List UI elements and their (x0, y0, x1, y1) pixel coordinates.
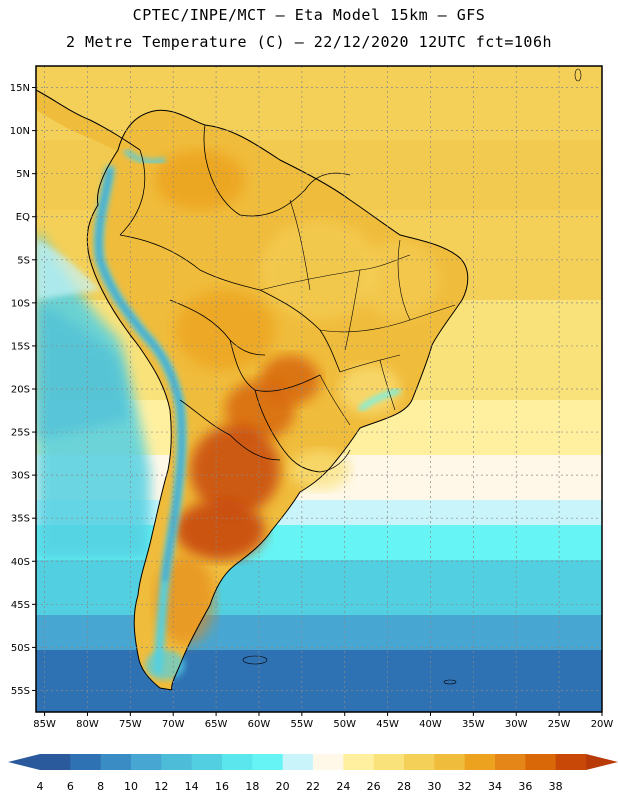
lat-tick-label: 20S (11, 385, 30, 396)
lon-tick-label: 80W (76, 719, 99, 730)
colorbar-label: 6 (67, 780, 74, 793)
colorbar-cell (131, 754, 162, 770)
map-title-line2: 2 Metre Temperature (C) — 22/12/2020 12U… (65, 33, 553, 51)
serra-do-mar-cool (358, 387, 401, 412)
map-title-line1: CPTEC/INPE/MCT — Eta Model 15km — GFS (132, 6, 486, 24)
lat-tick-label: 5N (16, 169, 30, 180)
colorbar-cell (495, 754, 526, 770)
colorbar-label: 34 (488, 780, 502, 793)
central-america-land (36, 90, 140, 160)
lat-tick-label: 10N (10, 126, 30, 137)
map-frame (35, 65, 603, 713)
colorbar-cell (70, 754, 102, 770)
coastline (86, 109, 469, 691)
hot-patch-paraguay (225, 380, 295, 440)
pacific-coastal-band (36, 240, 100, 300)
colorbar-label: 14 (185, 780, 199, 793)
colorbar-label: 12 (154, 780, 168, 793)
lon-tick-label: 45W (376, 719, 399, 730)
colorbar-cell (191, 754, 223, 770)
colorbar-label: 22 (306, 780, 320, 793)
lon-tick-label: 60W (248, 719, 271, 730)
lat-tick-label: 15N (10, 83, 30, 94)
lon-tick-label: 30W (505, 719, 528, 730)
colorbar-label: 18 (245, 780, 259, 793)
colorbar-cell (100, 754, 132, 770)
caribbean-islands (574, 68, 582, 82)
south-georgia (443, 679, 457, 685)
colorbar-cell (252, 754, 284, 770)
colorbar-cell (525, 754, 557, 770)
colorbar-label: 10 (124, 780, 138, 793)
colorbar-cell (161, 754, 193, 770)
colorbar-cell (373, 754, 405, 770)
lat-tick-label: 45S (11, 600, 30, 611)
mild-patch-southeast (340, 365, 400, 415)
lon-tick-label: 55W (291, 719, 314, 730)
map-field (36, 66, 602, 712)
ocean-band-cooler (36, 615, 602, 655)
lon-tick-label: 35W (462, 719, 485, 730)
colorbar-label: 30 (427, 780, 441, 793)
colorbar-max-arrow (586, 754, 618, 770)
colorbar-cell (282, 754, 314, 770)
temperature-map: 15N 10N 5N EQ 5S 10S 15S 20S 25S 30S 35S 40S 45S 50S 5… (10, 65, 614, 730)
colorbar-cell (222, 754, 253, 770)
lat-tick-label: 40S (11, 557, 30, 568)
lat-tick-label: 5S (17, 255, 30, 266)
lon-tick-label: 20W (591, 719, 614, 730)
lat-tick-label: 25S (11, 428, 30, 439)
colorbar-cell (555, 754, 587, 770)
colorbar-cell (464, 754, 496, 770)
graticule (36, 66, 603, 712)
ocean-band-south (36, 650, 602, 712)
colorbar-cell (434, 754, 466, 770)
axis-ticks: 15N 10N 5N EQ 5S 10S 15S 20S 25S 30S 35S 40S 45S 50S 5… (10, 83, 614, 730)
colorbar-cell (40, 754, 71, 770)
warm-patch-venezuela (155, 150, 245, 210)
mild-patch-northeast (360, 240, 440, 320)
lat-tick-label: 10S (11, 298, 30, 309)
country-borders (119, 124, 351, 473)
lat-tick-label: 50S (11, 643, 30, 654)
lon-tick-label: 25W (548, 719, 571, 730)
colorbar-label: 20 (276, 780, 290, 793)
falkland-islands (242, 655, 268, 665)
colorbar-label: 24 (336, 780, 350, 793)
lon-tick-label: 85W (33, 719, 56, 730)
lat-tick-label: 55S (11, 686, 30, 697)
lat-tick-label: 35S (11, 514, 30, 525)
central-america-coastline (36, 89, 141, 151)
colorbar-label: 8 (97, 780, 104, 793)
colorbar-min-arrow (8, 754, 40, 770)
lon-tick-label: 40W (419, 719, 442, 730)
ocean-band-colder (36, 560, 602, 620)
mild-patch-uruguay (290, 450, 350, 490)
cold-patch-tierra-del-fuego (145, 650, 185, 680)
colorbar-label: 32 (458, 780, 472, 793)
temperature-colorbar: 4 6 8 10 12 14 16 18 20 22 24 26 28 30 32 34 36 38 (8, 754, 618, 793)
colorbar-label: 4 (37, 780, 44, 793)
lon-tick-label: 75W (119, 719, 142, 730)
colorbar-label: 38 (549, 780, 563, 793)
lon-tick-label: 65W (205, 719, 228, 730)
lon-tick-label: 50W (333, 719, 356, 730)
colorbar-label: 28 (397, 780, 411, 793)
lat-tick-label: 30S (11, 471, 30, 482)
colorbar-cell (343, 754, 375, 770)
colorbar-label: 26 (367, 780, 381, 793)
lat-tick-label: EQ (16, 212, 30, 223)
colorbar-cell (404, 754, 435, 770)
colorbar-label: 36 (518, 780, 532, 793)
hot-patch-pampas (175, 500, 265, 560)
warm-patch-bolivia (175, 290, 275, 370)
lat-tick-label: 15S (11, 341, 30, 352)
lon-tick-label: 70W (162, 719, 185, 730)
pacific-cool-core (36, 300, 130, 440)
colorbar-cell (313, 754, 344, 770)
hot-patch-chaco (190, 425, 280, 515)
mild-patch-amazon (260, 220, 380, 320)
andes-coldest-ridge (97, 168, 184, 582)
colorbar-label: 16 (215, 780, 229, 793)
